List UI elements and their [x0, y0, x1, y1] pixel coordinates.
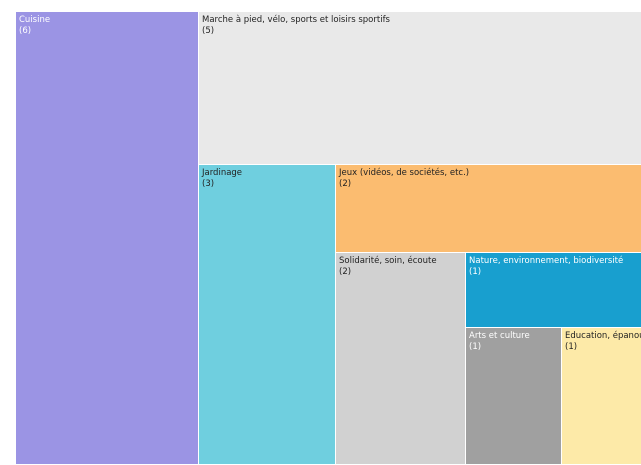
treemap-cell-label: Solidarité, soin, écoute: [339, 256, 437, 266]
treemap-cell-count: (5): [202, 26, 215, 36]
treemap-cell[interactable]: Arts et culture (1): [466, 328, 562, 465]
treemap-cell-label: Nature, environnement, biodiversité: [469, 256, 624, 266]
treemap-cell-label: Arts et culture: [469, 331, 530, 341]
treemap-cell[interactable]: Solidarité, soin, écoute (2): [336, 253, 466, 465]
treemap-cell-label: Jardinage: [202, 168, 243, 178]
treemap-cell-count: (1): [469, 342, 482, 352]
treemap-cell-label: Marche à pied, vélo, sports et loisirs s…: [202, 15, 390, 25]
treemap-cell-count: (1): [469, 267, 482, 277]
treemap-cell-count: (2): [339, 267, 352, 277]
treemap-cell[interactable]: Education, épanouissement(1): [562, 328, 641, 465]
treemap-cell-label: Cuisine: [19, 15, 51, 25]
treemap-cell-count: (6): [19, 26, 32, 36]
treemap-cell[interactable]: Marche à pied, vélo, sports et loisirs s…: [199, 12, 641, 165]
treemap-cell-count: (1): [565, 342, 578, 352]
treemap-cell-label: Jeux (vidéos, de sociétés, etc.): [339, 168, 470, 178]
treemap-cell-count: (2): [339, 179, 352, 189]
treemap-cell[interactable]: Cuisine (6): [16, 12, 199, 465]
treemap-cell[interactable]: Nature, environnement, biodiversité (1): [466, 253, 641, 328]
treemap-cell-count: (3): [202, 179, 215, 189]
treemap-cell[interactable]: Jeux (vidéos, de sociétés, etc.) (2): [336, 165, 641, 253]
treemap-cell[interactable]: Jardinage (3): [199, 165, 336, 465]
treemap-cell-label: Education, épanouissement: [565, 331, 641, 341]
